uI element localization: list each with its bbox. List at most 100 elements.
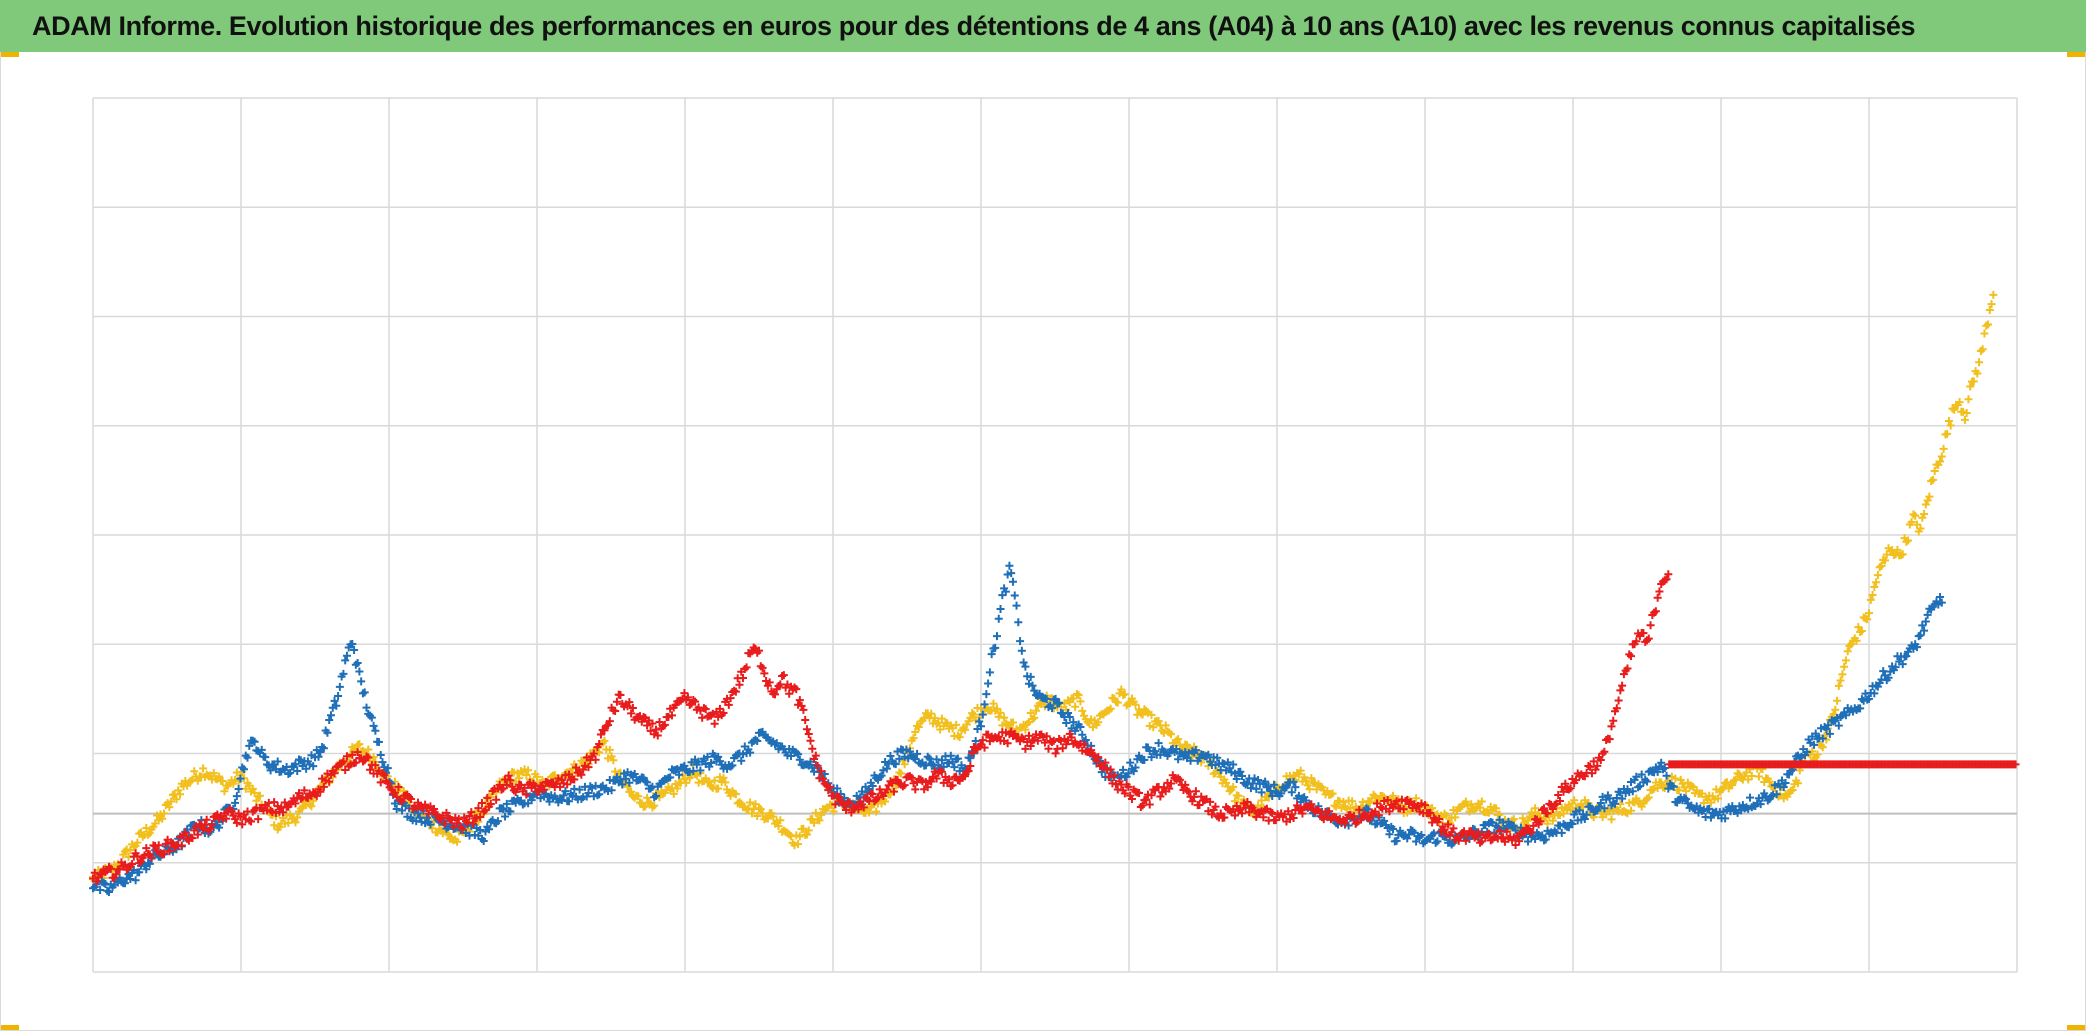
data-point xyxy=(1609,716,1618,725)
data-point xyxy=(770,690,779,699)
data-point xyxy=(270,798,279,807)
data-point xyxy=(1834,681,1843,690)
data-point xyxy=(714,752,723,761)
data-point xyxy=(1348,797,1357,806)
data-point xyxy=(1229,783,1238,792)
data-point xyxy=(1026,741,1035,750)
data-point xyxy=(1426,808,1435,817)
data-point xyxy=(1328,789,1337,798)
data-point xyxy=(776,816,785,825)
data-point xyxy=(1936,457,1945,466)
data-point xyxy=(1113,698,1122,707)
data-point xyxy=(1509,821,1518,830)
data-point xyxy=(1870,582,1879,591)
data-point xyxy=(559,791,568,800)
data-point xyxy=(483,793,492,802)
data-point xyxy=(1175,775,1184,784)
data-point xyxy=(875,785,884,794)
data-point xyxy=(774,822,783,831)
data-point xyxy=(643,721,652,730)
data-point xyxy=(1857,627,1866,636)
data-point xyxy=(1245,808,1254,817)
data-point xyxy=(1220,813,1229,822)
data-point xyxy=(1474,828,1483,837)
data-point xyxy=(1433,837,1442,846)
data-point xyxy=(504,771,513,780)
data-point xyxy=(758,809,767,818)
data-point xyxy=(1421,801,1429,810)
data-point xyxy=(295,789,304,798)
data-point xyxy=(1987,300,1996,309)
data-point xyxy=(360,688,369,697)
data-point xyxy=(1049,736,1058,745)
data-point xyxy=(591,755,600,764)
data-point xyxy=(673,784,682,793)
data-point xyxy=(845,798,854,807)
data-point xyxy=(1149,723,1158,732)
data-point xyxy=(1467,800,1476,809)
data-point xyxy=(167,797,176,806)
data-point xyxy=(996,708,1005,717)
data-point xyxy=(250,737,259,746)
data-point xyxy=(1781,778,1790,787)
data-point xyxy=(1524,837,1533,846)
data-point xyxy=(1094,718,1103,727)
data-point xyxy=(190,767,199,776)
data-point xyxy=(291,760,300,769)
data-point xyxy=(808,744,817,753)
data-point xyxy=(1825,729,1834,738)
data-point xyxy=(950,763,959,772)
data-point xyxy=(660,720,669,729)
data-point xyxy=(735,680,744,689)
data-point xyxy=(1117,685,1126,694)
data-point xyxy=(1557,828,1566,837)
data-point xyxy=(1975,358,1984,367)
data-point xyxy=(1539,804,1548,813)
data-point xyxy=(937,714,946,723)
data-point xyxy=(826,783,835,792)
data-point xyxy=(1131,763,1140,772)
data-point xyxy=(669,789,678,798)
data-point xyxy=(1392,836,1401,845)
data-point xyxy=(1834,721,1843,730)
data-point xyxy=(1142,795,1151,804)
data-point xyxy=(1230,797,1239,806)
data-point xyxy=(680,689,689,698)
data-point xyxy=(1461,797,1470,806)
data-point xyxy=(971,736,980,745)
data-point xyxy=(1955,398,1964,407)
data-point xyxy=(1911,511,1920,520)
data-point xyxy=(813,761,822,770)
data-point xyxy=(1097,768,1106,777)
data-point xyxy=(945,775,954,784)
data-point xyxy=(1069,694,1078,703)
data-point xyxy=(1058,744,1067,753)
data-point xyxy=(1524,816,1533,825)
data-point xyxy=(1964,395,1973,404)
data-point xyxy=(376,750,385,759)
data-point xyxy=(900,781,909,790)
data-point xyxy=(1747,771,1756,780)
data-point xyxy=(1399,805,1408,814)
data-point xyxy=(1527,808,1536,817)
data-point xyxy=(1728,781,1737,790)
data-point xyxy=(691,697,700,706)
data-point xyxy=(444,830,453,839)
data-point xyxy=(612,697,621,706)
data-point xyxy=(982,690,991,699)
data-point xyxy=(1417,830,1426,839)
data-point xyxy=(1566,784,1575,793)
data-point xyxy=(985,668,994,677)
data-point xyxy=(992,632,1001,641)
data-point xyxy=(342,752,351,761)
data-point xyxy=(1380,816,1389,825)
data-point xyxy=(921,761,930,770)
data-point xyxy=(1120,690,1129,699)
data-point xyxy=(1880,556,1889,565)
data-point xyxy=(643,793,652,802)
data-point xyxy=(760,669,769,678)
data-point xyxy=(643,778,652,787)
data-point xyxy=(1618,681,1627,690)
data-point xyxy=(1811,729,1820,738)
data-point xyxy=(533,772,541,781)
